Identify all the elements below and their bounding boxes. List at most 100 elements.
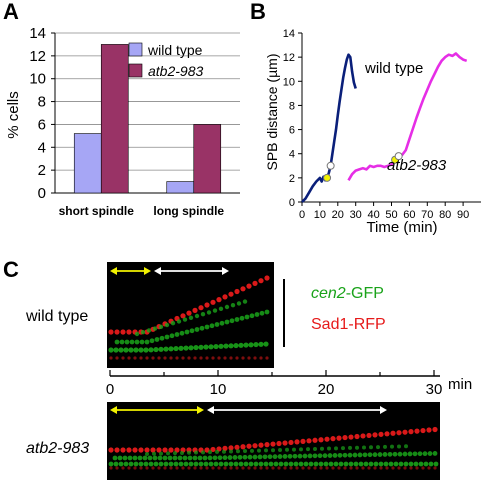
kymo-dot xyxy=(114,329,120,335)
x-tick-label: 80 xyxy=(439,209,451,221)
kymo-dot xyxy=(367,466,371,470)
kymo-dot xyxy=(198,461,204,467)
kymo-dot xyxy=(138,347,144,353)
time-tick-label: 20 xyxy=(318,381,335,398)
kymo-dot xyxy=(123,347,129,353)
kymo-dot xyxy=(353,461,359,467)
kymo-dot xyxy=(163,466,167,470)
arrow-head xyxy=(110,267,117,275)
kymo-dot xyxy=(126,329,132,335)
kymo-dot xyxy=(168,346,174,352)
kymo-dot xyxy=(352,452,358,458)
kymo-dot xyxy=(397,451,403,457)
kymo-dot xyxy=(140,330,146,335)
x-tick-label: 70 xyxy=(421,209,433,221)
kymo-dot xyxy=(203,344,209,350)
kymo-dot xyxy=(426,427,432,433)
kymo-dot xyxy=(149,338,155,344)
kymo-dot xyxy=(137,455,143,461)
kymo-dot xyxy=(432,426,438,433)
bar xyxy=(73,133,102,194)
kymo-dot xyxy=(208,450,212,455)
kymo-dot xyxy=(124,339,130,345)
kymo-dot xyxy=(390,444,394,449)
kymo-dot xyxy=(228,291,234,297)
kymo-dot xyxy=(197,455,203,461)
kymo-dot xyxy=(172,455,178,461)
x-tick-label: 30 xyxy=(350,209,362,221)
kymo-dot xyxy=(247,454,253,460)
kymo-dot xyxy=(312,437,318,443)
arrow-head xyxy=(154,267,161,275)
kymo-dot xyxy=(217,356,221,360)
kymo-dot xyxy=(170,321,176,326)
kymo-dot xyxy=(234,288,240,295)
kymo-dot xyxy=(342,434,348,441)
kymo-dot xyxy=(177,455,183,461)
kymo-dot xyxy=(181,356,185,360)
kymo-dot xyxy=(128,461,134,467)
kymo-dot xyxy=(234,444,240,450)
kymo-dot xyxy=(250,448,254,453)
kymo-dot xyxy=(393,461,399,467)
kymo-dot xyxy=(162,447,168,453)
kymo-dot xyxy=(422,451,428,457)
kymo-dot xyxy=(404,444,408,449)
kymo-dot xyxy=(112,455,118,461)
kymo-dot xyxy=(154,337,160,342)
kymo-dot xyxy=(362,452,368,458)
kymo-dot xyxy=(138,461,144,467)
kymo-dot xyxy=(301,466,305,470)
kymo-dot xyxy=(402,451,408,457)
kymo-dot xyxy=(223,356,227,360)
line-chart-x-ticks: 0 10 20 30 40 50 60 70 80 90 xyxy=(299,202,469,221)
marker-end xyxy=(394,152,403,161)
bar-chart-categories: short spindle long spindle xyxy=(59,204,225,218)
kymo-dot xyxy=(184,329,190,335)
y-tick-label: 6 xyxy=(289,125,295,137)
kymo-dot xyxy=(127,356,131,360)
y-tick-label: 6 xyxy=(38,116,46,133)
kymo-dot xyxy=(385,466,389,470)
kymo-dot xyxy=(288,439,294,446)
kymo-dot xyxy=(243,449,247,454)
kymo-dot xyxy=(342,452,348,458)
kymo-dot xyxy=(372,432,378,438)
kymo-dot xyxy=(212,308,218,313)
kymo-dot xyxy=(182,455,188,461)
kymo-dot xyxy=(302,453,308,459)
kymo-dot xyxy=(194,327,200,332)
kymo-dot xyxy=(192,455,198,461)
kymo-dot xyxy=(229,356,233,360)
arrow-head xyxy=(197,406,204,414)
kymo-dot xyxy=(391,466,395,470)
kymo-dot xyxy=(306,447,310,452)
kymo-dot xyxy=(259,310,265,316)
gfp-label-italic: cen2 xyxy=(311,285,346,302)
kymo-dot xyxy=(287,453,293,459)
y-tick-label: 12 xyxy=(29,48,46,65)
kymo-dot xyxy=(327,446,331,451)
kymo-dot xyxy=(388,461,394,467)
kymo-dot xyxy=(297,453,303,459)
kymo-dot xyxy=(299,447,303,452)
kymo-dot xyxy=(129,339,135,345)
kymo-dot xyxy=(278,448,282,453)
kymo-dot xyxy=(263,341,269,347)
kymo-dot xyxy=(238,461,244,467)
kymo-dot xyxy=(392,451,398,457)
kymo-dot xyxy=(318,461,324,467)
kymo-dot xyxy=(349,466,353,470)
kymo-dot xyxy=(232,455,238,460)
kymo-dot xyxy=(209,323,215,329)
kymo-dot xyxy=(324,436,330,442)
kymo-dot xyxy=(265,356,269,360)
kymo-dot xyxy=(227,455,233,460)
y-tick-label: 2 xyxy=(38,162,46,179)
kymo-dot xyxy=(187,466,191,470)
kymo-dot xyxy=(407,451,413,457)
kymo-dot xyxy=(421,466,425,470)
kymo-dot xyxy=(253,356,257,360)
y-tick-label: 0 xyxy=(38,185,46,202)
kymo-dot xyxy=(146,328,152,333)
